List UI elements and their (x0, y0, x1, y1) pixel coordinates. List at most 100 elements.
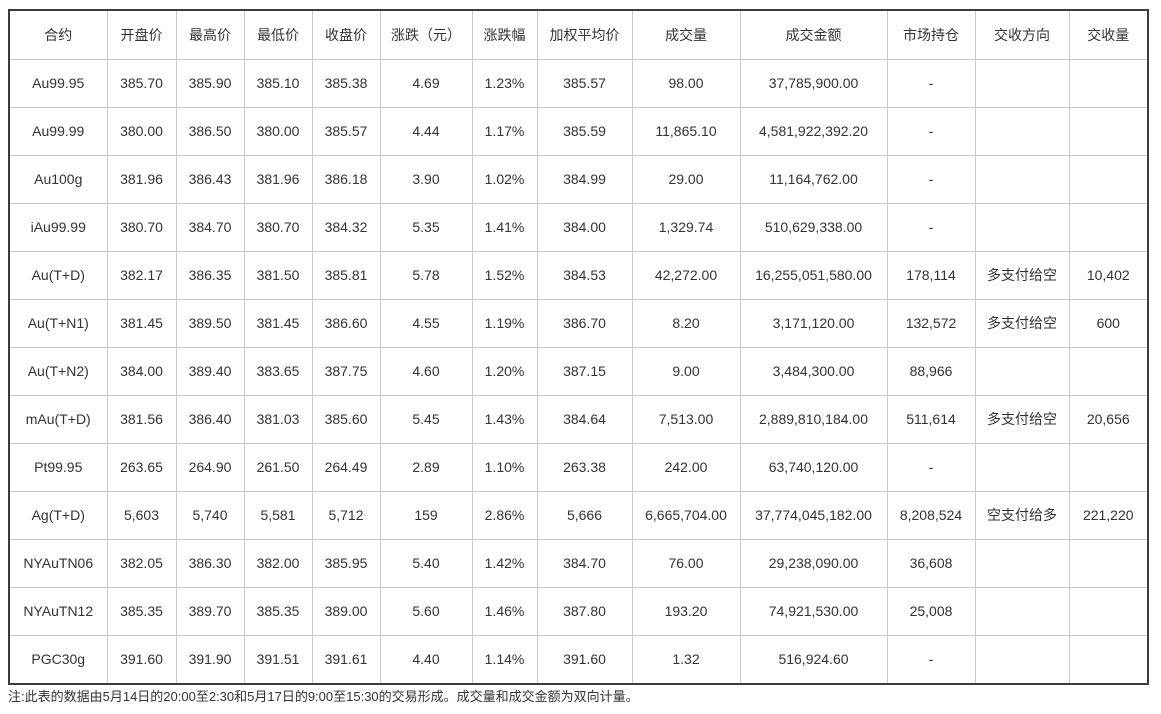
volume-cell: 42,272.00 (631, 250, 741, 300)
weighted-average-price-cell: 387.80 (536, 586, 633, 636)
weighted-average-price-cell: 5,666 (536, 490, 633, 540)
close-price-cell: 385.60 (311, 394, 381, 444)
open-price-cell: 380.70 (106, 202, 177, 252)
change-cell: 5.60 (379, 586, 473, 636)
high-price-cell: 384.70 (175, 202, 245, 252)
volume-cell: 8.20 (631, 298, 741, 348)
delivery-direction-cell (974, 58, 1070, 108)
close-price-cell: 5,712 (311, 490, 381, 540)
delivery-volume-cell: 20,656 (1068, 394, 1148, 444)
delivery-direction-cell (974, 586, 1070, 636)
delivery-direction-cell (974, 106, 1070, 156)
open-interest-cell: - (886, 442, 976, 492)
change-percent-cell: 1.41% (471, 202, 538, 252)
high-price-cell: 5,740 (175, 490, 245, 540)
header-change: 涨跌（元） (379, 10, 473, 60)
weighted-average-price-cell: 384.99 (536, 154, 633, 204)
close-price-cell: 385.38 (311, 58, 381, 108)
open-price-cell: 381.56 (106, 394, 177, 444)
volume-cell: 193.20 (631, 586, 741, 636)
close-price-cell: 385.81 (311, 250, 381, 300)
high-price-cell: 391.90 (175, 634, 245, 684)
table-row: Au(T+N1) 381.45 389.50 381.45 386.60 4.55 1.19… (9, 298, 1148, 348)
contract-cell: Au(T+N2) (9, 346, 108, 396)
delivery-volume-cell (1068, 154, 1148, 204)
table-header: 合约 开盘价 最高价 最低价 收盘价 涨跌（元） 涨跌幅 加权平均价 成交量 成… (9, 10, 1148, 60)
open-interest-cell: 178,114 (886, 250, 976, 300)
open-interest-cell: - (886, 58, 976, 108)
table-row: Au100g 381.96 386.43 381.96 386.18 3.90 1.02% 3… (9, 154, 1148, 204)
turnover-cell: 11,164,762.00 (739, 154, 888, 204)
delivery-direction-cell (974, 154, 1070, 204)
low-price-cell: 391.51 (243, 634, 313, 684)
close-price-cell: 384.32 (311, 202, 381, 252)
delivery-direction-cell: 空支付给多 (974, 490, 1070, 540)
header-volume: 成交量 (631, 10, 741, 60)
change-cell: 2.89 (379, 442, 473, 492)
table-row: Au99.95 385.70 385.90 385.10 385.38 4.69 1.23%… (9, 58, 1148, 108)
high-price-cell: 386.35 (175, 250, 245, 300)
close-price-cell: 385.95 (311, 538, 381, 588)
open-price-cell: 382.17 (106, 250, 177, 300)
turnover-cell: 74,921,530.00 (739, 586, 888, 636)
open-interest-cell: - (886, 202, 976, 252)
high-price-cell: 385.90 (175, 58, 245, 108)
open-interest-cell: 36,608 (886, 538, 976, 588)
change-cell: 4.40 (379, 634, 473, 684)
weighted-average-price-cell: 384.53 (536, 250, 633, 300)
header-contract: 合约 (9, 10, 108, 60)
change-cell: 4.69 (379, 58, 473, 108)
close-price-cell: 387.75 (311, 346, 381, 396)
volume-cell: 98.00 (631, 58, 741, 108)
turnover-cell: 63,740,120.00 (739, 442, 888, 492)
volume-cell: 242.00 (631, 442, 741, 492)
table-row: Au99.99 380.00 386.50 380.00 385.57 4.44 1.17%… (9, 106, 1148, 156)
close-price-cell: 391.61 (311, 634, 381, 684)
delivery-direction-cell (974, 202, 1070, 252)
table-row: PGC30g 391.60 391.90 391.51 391.61 4.40 1.14% 3… (9, 634, 1148, 684)
turnover-cell: 37,774,045,182.00 (739, 490, 888, 540)
change-percent-cell: 1.43% (471, 394, 538, 444)
high-price-cell: 386.43 (175, 154, 245, 204)
contract-cell: NYAuTN12 (9, 586, 108, 636)
contract-cell: Au99.95 (9, 58, 108, 108)
contract-cell: mAu(T+D) (9, 394, 108, 444)
close-price-cell: 264.49 (311, 442, 381, 492)
weighted-average-price-cell: 384.64 (536, 394, 633, 444)
table-row: NYAuTN12 385.35 389.70 385.35 389.00 5.60 1.46… (9, 586, 1148, 636)
header-high-price: 最高价 (175, 10, 245, 60)
delivery-direction-cell (974, 634, 1070, 684)
delivery-volume-cell (1068, 202, 1148, 252)
table-row: Ag(T+D) 5,603 5,740 5,581 5,712 159 2.86% 5,666… (9, 490, 1148, 540)
header-turnover: 成交金额 (739, 10, 888, 60)
delivery-volume-cell (1068, 58, 1148, 108)
delivery-direction-cell (974, 346, 1070, 396)
volume-cell: 7,513.00 (631, 394, 741, 444)
delivery-direction-cell: 多支付给空 (974, 394, 1070, 444)
open-price-cell: 381.96 (106, 154, 177, 204)
change-cell: 4.55 (379, 298, 473, 348)
weighted-average-price-cell: 384.70 (536, 538, 633, 588)
weighted-average-price-cell: 391.60 (536, 634, 633, 684)
change-cell: 4.44 (379, 106, 473, 156)
delivery-volume-cell (1068, 634, 1148, 684)
close-price-cell: 385.57 (311, 106, 381, 156)
change-cell: 5.45 (379, 394, 473, 444)
open-interest-cell: 88,966 (886, 346, 976, 396)
open-price-cell: 381.45 (106, 298, 177, 348)
delivery-direction-cell: 多支付给空 (974, 298, 1070, 348)
header-close-price: 收盘价 (311, 10, 381, 60)
change-percent-cell: 1.10% (471, 442, 538, 492)
turnover-cell: 29,238,090.00 (739, 538, 888, 588)
weighted-average-price-cell: 387.15 (536, 346, 633, 396)
volume-cell: 1.32 (631, 634, 741, 684)
table-row: Au(T+D) 382.17 386.35 381.50 385.81 5.78 1.52%… (9, 250, 1148, 300)
turnover-cell: 516,924.60 (739, 634, 888, 684)
change-percent-cell: 2.86% (471, 490, 538, 540)
open-interest-cell: 132,572 (886, 298, 976, 348)
open-price-cell: 382.05 (106, 538, 177, 588)
contract-cell: Au(T+N1) (9, 298, 108, 348)
header-row: 合约 开盘价 最高价 最低价 收盘价 涨跌（元） 涨跌幅 加权平均价 成交量 成… (9, 10, 1148, 60)
weighted-average-price-cell: 385.57 (536, 58, 633, 108)
table-body: Au99.95 385.70 385.90 385.10 385.38 4.69 1.23%… (9, 58, 1148, 684)
